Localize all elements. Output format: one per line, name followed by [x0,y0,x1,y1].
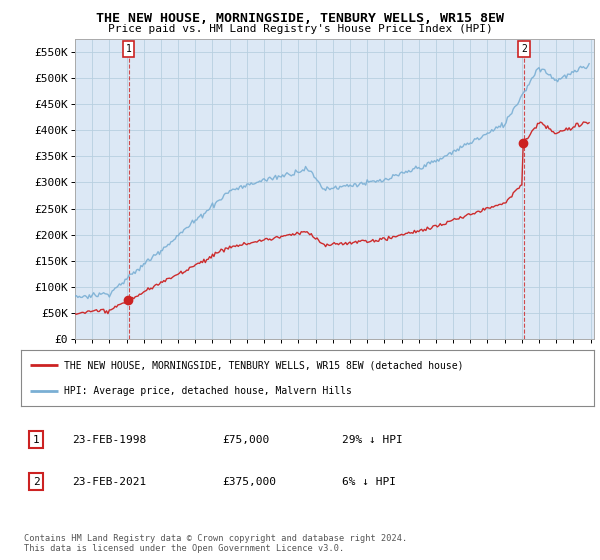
Text: 1: 1 [125,44,131,54]
Text: 6% ↓ HPI: 6% ↓ HPI [342,477,396,487]
Text: HPI: Average price, detached house, Malvern Hills: HPI: Average price, detached house, Malv… [64,386,352,396]
Text: Price paid vs. HM Land Registry's House Price Index (HPI): Price paid vs. HM Land Registry's House … [107,24,493,34]
Text: THE NEW HOUSE, MORNINGSIDE, TENBURY WELLS, WR15 8EW: THE NEW HOUSE, MORNINGSIDE, TENBURY WELL… [96,12,504,25]
Text: 23-FEB-2021: 23-FEB-2021 [72,477,146,487]
Text: 29% ↓ HPI: 29% ↓ HPI [342,435,403,445]
Text: 2: 2 [521,44,527,54]
Text: 1: 1 [32,435,40,445]
Text: THE NEW HOUSE, MORNINGSIDE, TENBURY WELLS, WR15 8EW (detached house): THE NEW HOUSE, MORNINGSIDE, TENBURY WELL… [64,360,463,370]
Text: Contains HM Land Registry data © Crown copyright and database right 2024.
This d: Contains HM Land Registry data © Crown c… [24,534,407,553]
Text: 2: 2 [32,477,40,487]
Text: £75,000: £75,000 [222,435,269,445]
Text: £375,000: £375,000 [222,477,276,487]
Text: 23-FEB-1998: 23-FEB-1998 [72,435,146,445]
